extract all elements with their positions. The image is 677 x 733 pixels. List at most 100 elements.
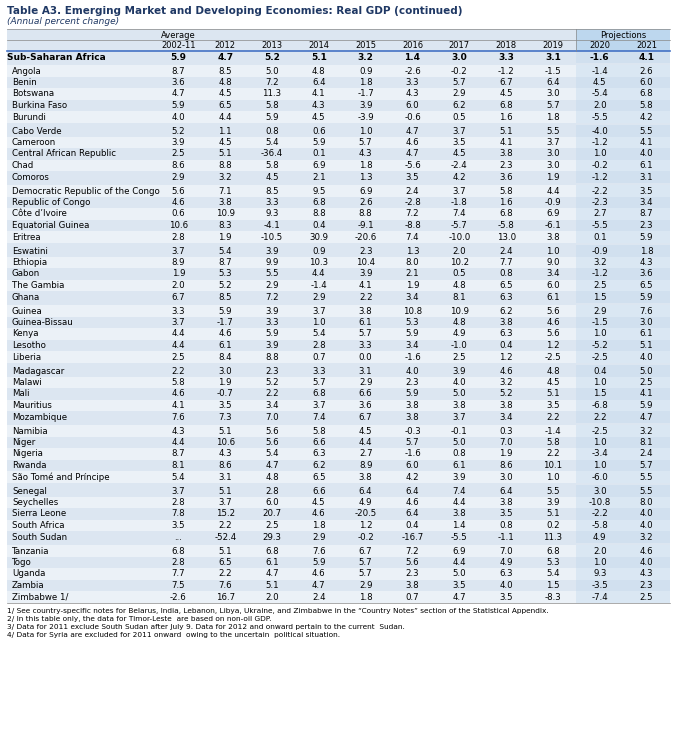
Bar: [576, 436, 624, 448]
Text: 1.0: 1.0: [593, 378, 607, 387]
Text: 2.3: 2.3: [359, 246, 372, 256]
Text: 4.6: 4.6: [171, 389, 185, 399]
Text: 6.9: 6.9: [359, 186, 372, 196]
Text: 2/ In this table only, the data for Timor-Leste  are based on non-oil GDP.: 2/ In this table only, the data for Timo…: [7, 616, 271, 622]
Text: -1.2: -1.2: [592, 270, 608, 279]
Text: 3.5: 3.5: [500, 509, 513, 518]
Text: 0.7: 0.7: [406, 592, 419, 602]
Text: Benin: Benin: [12, 78, 37, 87]
Text: 6.0: 6.0: [406, 101, 419, 110]
Text: 3.3: 3.3: [498, 53, 514, 62]
Text: 8.0: 8.0: [406, 258, 419, 267]
Text: 4.9: 4.9: [452, 330, 466, 339]
Text: -2.6: -2.6: [404, 67, 421, 75]
Text: 3.2: 3.2: [219, 172, 232, 182]
Text: ...: ...: [175, 532, 182, 542]
Text: 4.6: 4.6: [406, 498, 419, 507]
Bar: [624, 185, 670, 196]
Bar: [576, 160, 624, 171]
Text: 2.9: 2.9: [593, 306, 607, 315]
Bar: [576, 185, 624, 196]
Text: 4.4: 4.4: [171, 330, 185, 339]
Text: 3.7: 3.7: [171, 487, 185, 496]
Text: -20.6: -20.6: [355, 232, 377, 241]
Text: -8.3: -8.3: [544, 592, 561, 602]
Text: 5.5: 5.5: [640, 473, 653, 482]
Text: 6.2: 6.2: [500, 306, 513, 315]
Bar: [7, 111, 670, 122]
Bar: [7, 231, 670, 243]
Text: 6.7: 6.7: [171, 292, 185, 301]
Bar: [7, 568, 670, 580]
Text: -5.8: -5.8: [498, 221, 515, 230]
Text: 0.1: 0.1: [312, 150, 326, 158]
Text: -1.6: -1.6: [590, 53, 609, 62]
Text: 3.8: 3.8: [406, 581, 419, 590]
Text: 2.7: 2.7: [593, 210, 607, 218]
Bar: [576, 136, 624, 148]
Bar: [624, 471, 670, 482]
Text: 1.8: 1.8: [312, 521, 326, 530]
Text: 2.4: 2.4: [640, 449, 653, 459]
Text: 3.4: 3.4: [406, 341, 419, 350]
Text: -5.5: -5.5: [592, 221, 608, 230]
Text: 1.8: 1.8: [640, 246, 653, 256]
Text: 10.3: 10.3: [309, 258, 328, 267]
Text: 2.2: 2.2: [219, 570, 232, 578]
Text: 5.3: 5.3: [406, 318, 419, 327]
Text: 4.0: 4.0: [171, 112, 185, 122]
Text: 3.7: 3.7: [452, 186, 466, 196]
Text: 7.3: 7.3: [219, 413, 232, 421]
Text: 4.7: 4.7: [406, 127, 419, 136]
Text: 2.2: 2.2: [546, 413, 560, 421]
Bar: [7, 520, 670, 531]
Text: 7.7: 7.7: [171, 570, 185, 578]
Text: 4.1: 4.1: [359, 281, 372, 290]
Bar: [624, 136, 670, 148]
Text: Sierra Leone: Sierra Leone: [12, 509, 66, 518]
Bar: [576, 196, 624, 208]
Text: -4.1: -4.1: [263, 221, 280, 230]
Text: 6.1: 6.1: [265, 558, 279, 567]
Text: Guinea: Guinea: [12, 306, 43, 315]
Text: 3.5: 3.5: [546, 401, 560, 410]
Text: 2.3: 2.3: [265, 366, 279, 375]
Text: 1.1: 1.1: [219, 127, 232, 136]
Text: 4.6: 4.6: [312, 570, 326, 578]
Text: 3.2: 3.2: [593, 258, 607, 267]
Text: 5.9: 5.9: [406, 389, 419, 399]
Text: 4.2: 4.2: [452, 172, 466, 182]
Text: 4.7: 4.7: [640, 413, 653, 421]
Bar: [624, 100, 670, 111]
Text: 4.7: 4.7: [452, 592, 466, 602]
Text: 4.5: 4.5: [312, 498, 326, 507]
Text: 6.6: 6.6: [359, 389, 372, 399]
Text: 4.8: 4.8: [452, 318, 466, 327]
Bar: [624, 531, 670, 542]
Text: 1.0: 1.0: [593, 150, 607, 158]
Text: 0.1: 0.1: [593, 232, 607, 241]
Text: 2016: 2016: [402, 42, 423, 51]
Text: Lesotho: Lesotho: [12, 341, 46, 350]
Bar: [624, 591, 670, 603]
Text: 3.5: 3.5: [500, 592, 513, 602]
Text: 4.7: 4.7: [312, 581, 326, 590]
Text: 1.5: 1.5: [546, 581, 560, 590]
Text: 4.4: 4.4: [219, 112, 232, 122]
Bar: [576, 29, 670, 51]
Text: 4.0: 4.0: [452, 378, 466, 387]
Bar: [7, 471, 670, 482]
Text: 2.9: 2.9: [312, 532, 326, 542]
Text: 4.8: 4.8: [265, 473, 279, 482]
Text: Rwanda: Rwanda: [12, 461, 47, 470]
Text: 6.8: 6.8: [312, 198, 326, 207]
Text: 5.1: 5.1: [546, 509, 560, 518]
Text: São Tomé and Príncipe: São Tomé and Príncipe: [12, 473, 110, 482]
Bar: [624, 377, 670, 388]
Text: 1/ See country-specific notes for Belarus, India, Lebanon, Libya, Ukraine, and Z: 1/ See country-specific notes for Belaru…: [7, 608, 549, 614]
Text: 0.0: 0.0: [359, 353, 372, 361]
Text: 1.0: 1.0: [546, 246, 560, 256]
Text: 6.4: 6.4: [406, 487, 419, 496]
Text: -5.7: -5.7: [451, 221, 468, 230]
Text: 0.9: 0.9: [359, 67, 372, 75]
